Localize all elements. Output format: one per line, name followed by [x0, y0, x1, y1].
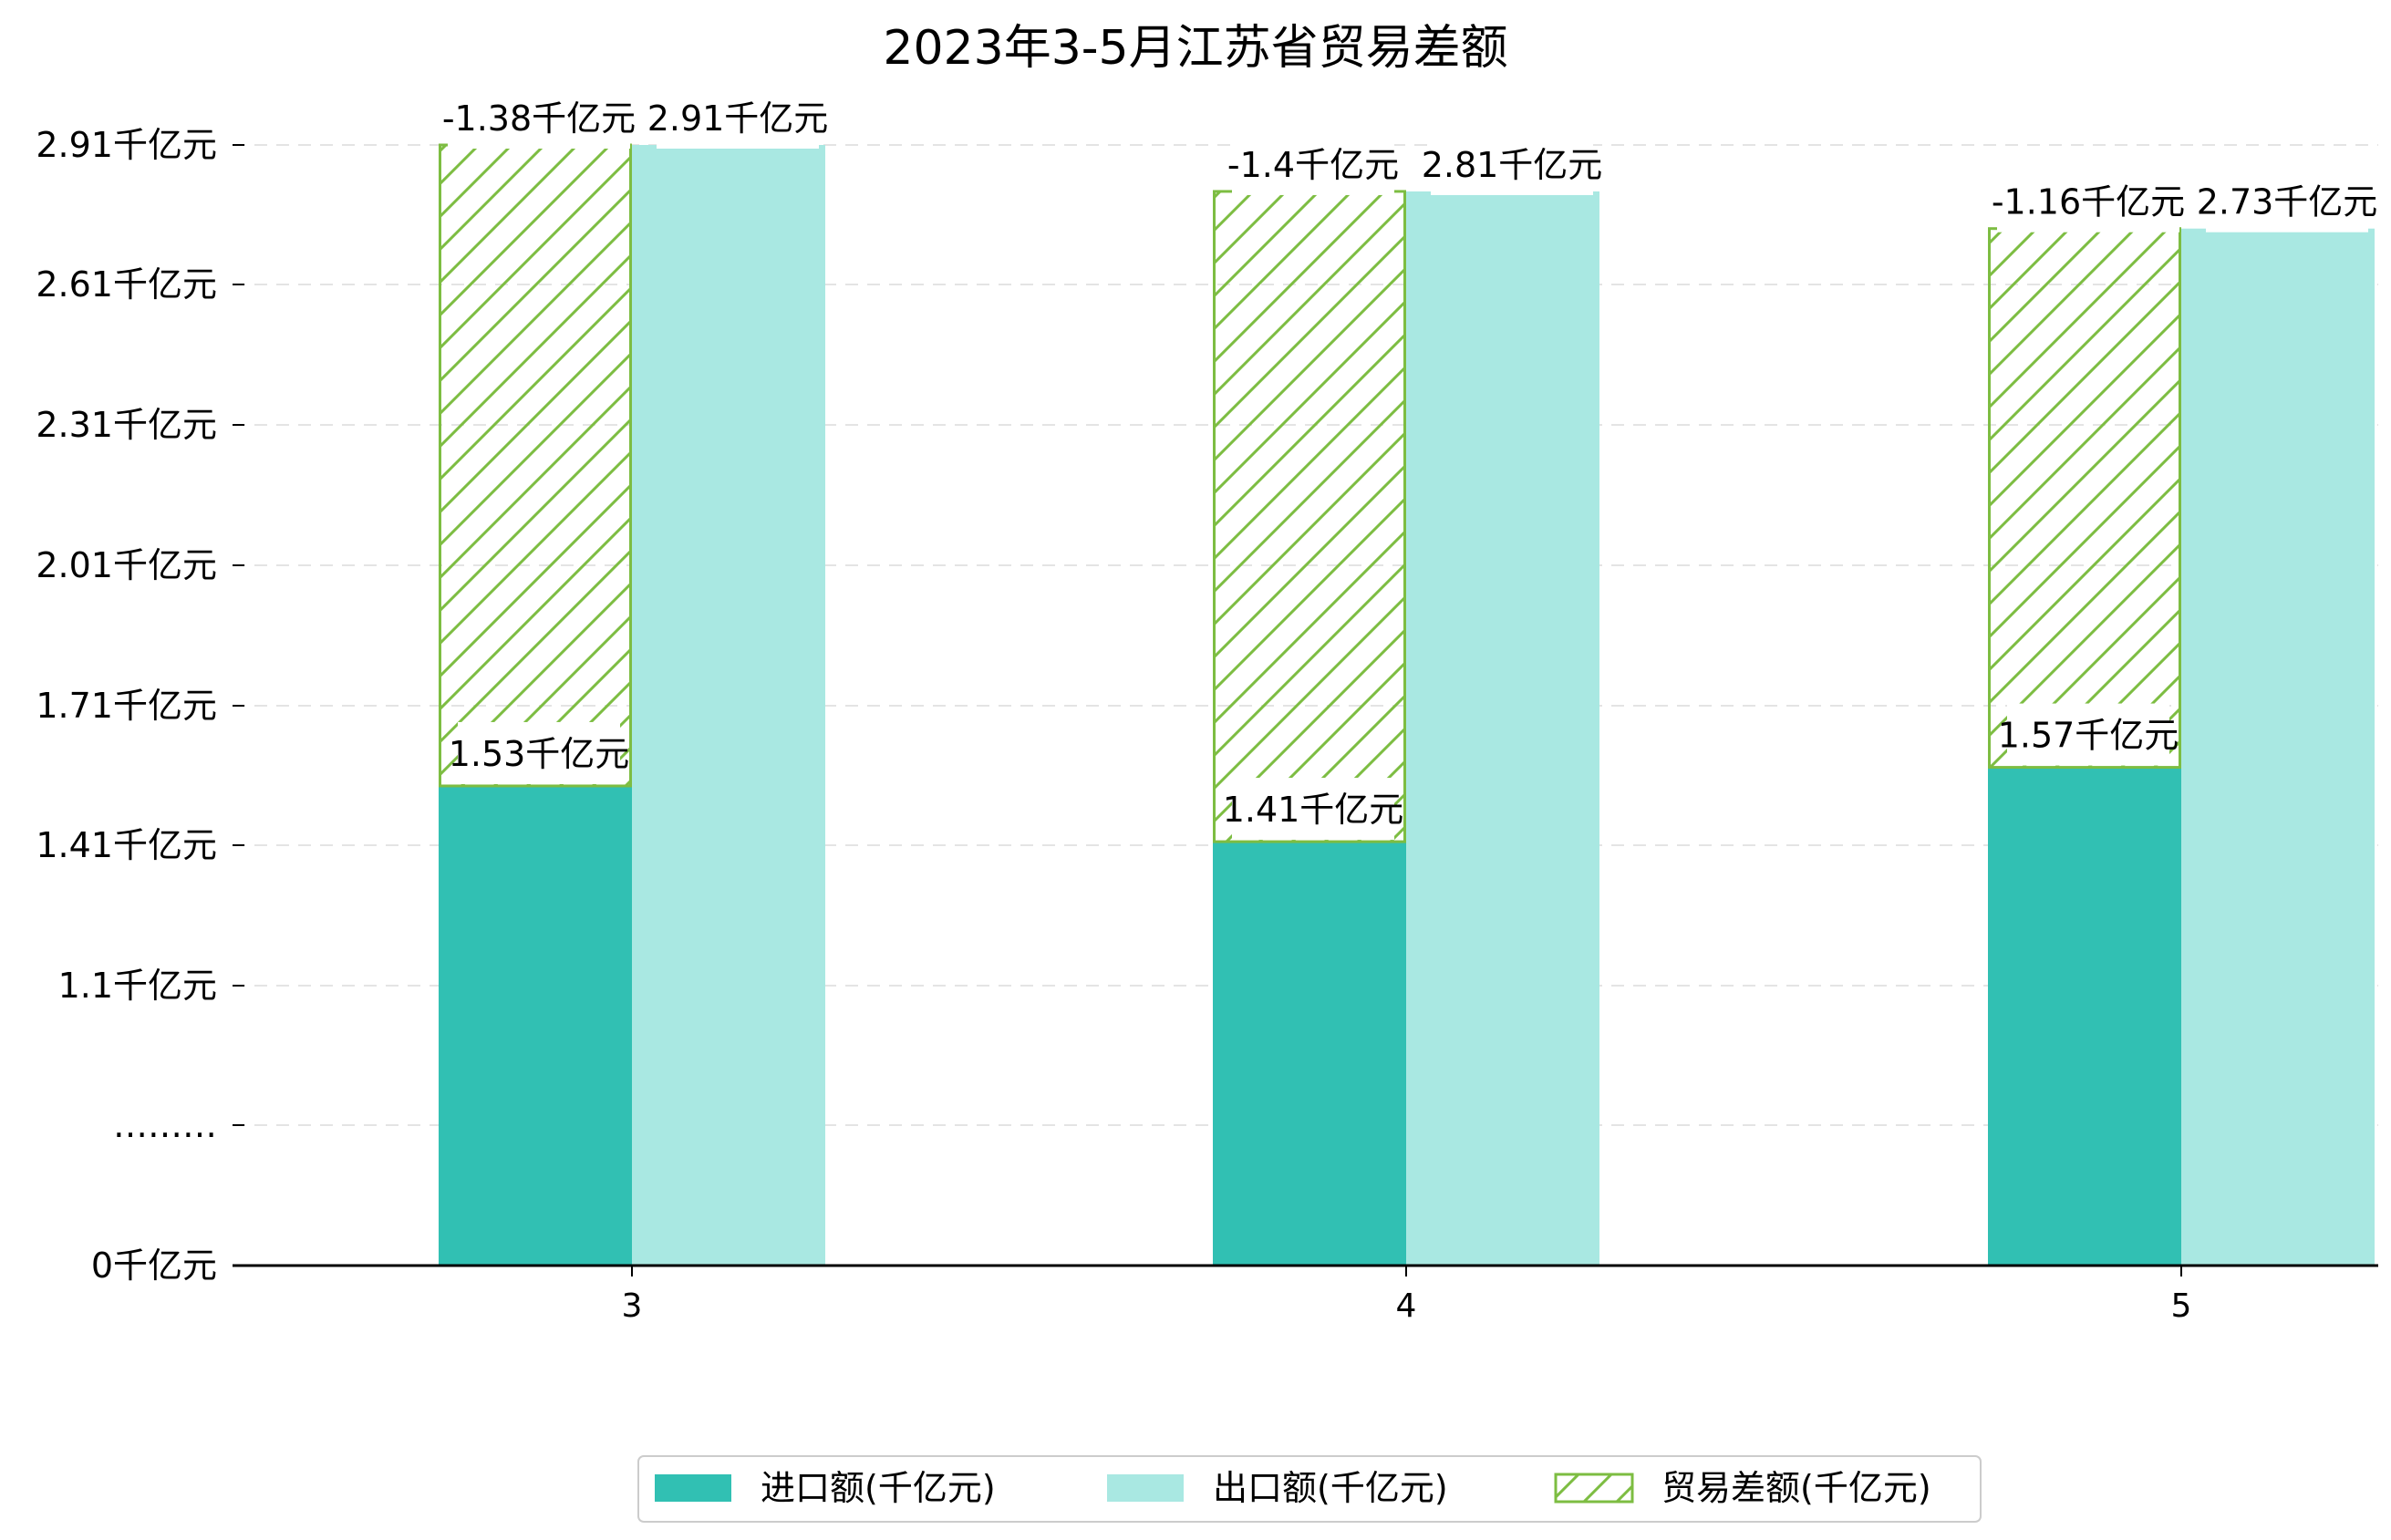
data-label-import: 1.57千亿元: [1998, 716, 2179, 756]
x-tick-label: 5: [2171, 1287, 2192, 1325]
data-label-import: 1.53千亿元: [449, 734, 630, 774]
data-labels: 1.53千亿元 2.91千亿元 -1.38千亿元 1.41千亿元 2.81千亿元 -1.4…: [442, 87, 2378, 841]
y-tick-label: 1.71千亿元: [36, 686, 217, 726]
data-label-balance: -1.38千亿元: [442, 98, 636, 139]
data-label-export: 2.73千亿元: [2197, 182, 2378, 222]
legend-import-label: 进口额(千亿元): [761, 1468, 996, 1508]
bar-balance: [439, 143, 632, 788]
data-label-import-bg: [458, 721, 620, 784]
legend-box: [637, 1455, 1982, 1523]
bar-export: [2181, 228, 2375, 1266]
data-label-balance: -1.4千亿元: [1227, 145, 1399, 185]
axes: 0千亿元 ……… 1.1千亿元 1.41千亿元 1.71千亿元 2.01千亿元 2.31千亿…: [36, 125, 2378, 1325]
legend-import-swatch: [655, 1474, 731, 1502]
legend-balance-swatch: [1554, 1473, 1634, 1504]
y-tick-label: 2.31千亿元: [36, 405, 217, 445]
bars: [439, 143, 2375, 1266]
y-tick-label: 1.1千亿元: [58, 966, 217, 1006]
data-label-balance-bg: [448, 87, 630, 149]
bar-import: [1988, 767, 2181, 1266]
x-tick-label: 3: [622, 1287, 643, 1325]
legend: 进口额(千亿元) 出口额(千亿元) 贸易差额(千亿元): [637, 1455, 1982, 1523]
data-label-export-bg: [1431, 132, 1593, 195]
data-label-balance-bg: [1997, 170, 2179, 233]
data-label-export: 2.91千亿元: [647, 98, 829, 139]
x-tick-label: 4: [1396, 1287, 1417, 1325]
legend-balance-label: 贸易差额(千亿元): [1661, 1468, 1931, 1508]
chart-title: 2023年3-5月江苏省贸易差额: [883, 21, 1507, 76]
bar-import: [439, 785, 632, 1266]
legend-export-swatch: [1107, 1474, 1184, 1502]
data-label-import-bg: [1232, 778, 1394, 841]
data-label-import: 1.41千亿元: [1223, 790, 1404, 830]
bar-import: [1213, 842, 1406, 1266]
data-label-balance-bg: [1232, 132, 1394, 195]
data-label-export: 2.81千亿元: [1422, 145, 1603, 185]
legend-export-label: 出口额(千亿元): [1213, 1468, 1448, 1508]
data-label-export-bg: [657, 87, 819, 149]
bar-balance: [1213, 190, 1406, 843]
y-tick-label: 2.01千亿元: [36, 545, 217, 585]
bar-balance: [1988, 227, 2181, 770]
y-tick-label: 2.91千亿元: [36, 125, 217, 165]
y-tick-label: ………: [113, 1105, 217, 1145]
y-tick-label: 0千亿元: [91, 1245, 217, 1286]
y-tick-label: 1.41千亿元: [36, 825, 217, 865]
y-tick-label: 2.61千亿元: [36, 264, 217, 305]
bar-export: [632, 145, 825, 1266]
data-label-export-bg: [2206, 170, 2368, 233]
data-label-import-bg: [2007, 703, 2169, 766]
data-label-balance: -1.16千亿元: [1992, 182, 2185, 222]
bar-export: [1406, 191, 1599, 1266]
